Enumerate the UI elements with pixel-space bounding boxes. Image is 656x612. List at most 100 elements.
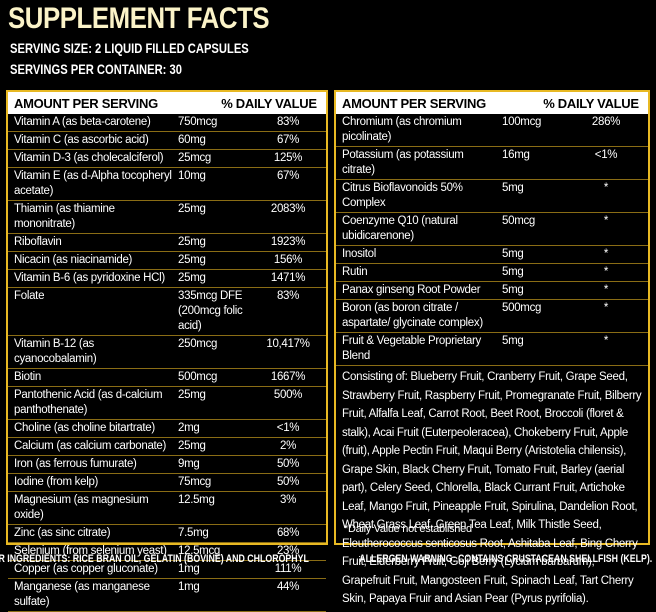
amount: 9mg — [178, 458, 200, 470]
amount: 5mg — [502, 248, 524, 260]
nutrient-name: Vitamin E (as d-Alpha tocopheryl acetate… — [14, 170, 172, 197]
nutrient-row: Inositol 5mg * — [336, 246, 648, 264]
amount: 7.5mg — [178, 527, 209, 539]
nutrient-name: Calcium (as calcium carbonate) — [14, 440, 167, 452]
amount: 335mcg DFE (200mcg folic acid) — [178, 290, 243, 332]
nutrient-row: Boron (as boron citrate / aspartate/ gly… — [336, 300, 648, 333]
daily-value: 156% — [273, 254, 303, 266]
nutrient-name: Chromium (as chromium picolinate) — [342, 116, 462, 143]
daily-value: * — [603, 182, 609, 194]
nutrient-row: Vitamin B-12 (as cyanocobalamin) 250mcg 10… — [8, 336, 326, 369]
nutrient-row: Thiamin (as thiamine mononitrate) 25mg 208… — [8, 201, 326, 234]
daily-value: * — [603, 248, 609, 260]
daily-value: 50% — [276, 476, 300, 488]
amount: 25mg — [178, 203, 206, 215]
nutrient-name: Nicacin (as niacinamide) — [14, 254, 133, 266]
nutrient-name: Zinc (as sinc citrate) — [14, 527, 111, 539]
nutrient-name: Magnesium (as magnesium oxide) — [14, 494, 149, 521]
nutrient-name: Coenzyme Q10 (natural ubidicarenone) — [342, 215, 458, 242]
daily-value: 2083% — [270, 203, 306, 215]
amount: 12.5mg — [178, 494, 215, 506]
daily-value: 1471% — [270, 272, 306, 284]
column-header: % DAILY VALUE — [543, 95, 639, 111]
amount: 60mg — [178, 134, 206, 146]
amount: 12.5mcg — [178, 545, 221, 557]
nutrient-row: Vitamin E (as d-Alpha tocopheryl acetate… — [8, 168, 326, 201]
nutrient-row: Biotin 500mcg 1667% — [8, 369, 326, 387]
amount: 25mg — [178, 254, 206, 266]
nutrient-row: Iodine (from kelp) 75mcg 50% — [8, 474, 326, 492]
right-table: AMOUNT PER SERVING % DAILY VALUE Chromium … — [334, 90, 650, 605]
nutrient-name: Vitamin D-3 (as cholecalciferol) — [14, 152, 164, 164]
amount: 1mg — [178, 581, 200, 593]
nutrient-row: Vitamin A (as beta-carotene) 750mcg 83% — [8, 114, 326, 132]
daily-value: 10,417% — [266, 338, 310, 350]
nutrient-name: Fruit & Vegetable Proprietary Blend — [342, 335, 481, 362]
nutrient-row: Folate 335mcg DFE (200mcg folic acid) 83% — [8, 288, 326, 336]
nutrient-row: Coenzyme Q10 (natural ubidicarenone) 50mc… — [336, 213, 648, 246]
nutrient-row: Choline (as choline bitartrate) 2mg <1% — [8, 420, 326, 438]
amount: 500mcg — [178, 371, 218, 383]
daily-value: 2% — [279, 440, 297, 452]
nutrient-row: Riboflavin 25mg 1923% — [8, 234, 326, 252]
nutrient-row: Fruit & Vegetable Proprietary Blend 5mg * — [336, 333, 648, 366]
column-header: AMOUNT PER SERVING — [342, 95, 486, 111]
daily-value: * — [603, 302, 609, 314]
daily-value: * — [603, 335, 609, 347]
amount: 75mcg — [178, 476, 212, 488]
nutrient-row: Manganese (as manganese sulfate) 1mg 44% — [8, 579, 326, 612]
amount: 25mcg — [178, 152, 212, 164]
daily-value: 23% — [276, 545, 300, 557]
nutrient-name: Vitamin B-12 (as cyanocobalamin) — [14, 338, 97, 365]
column-header: % DAILY VALUE — [221, 95, 317, 111]
daily-value: <1% — [276, 422, 300, 434]
nutrient-name: Vitamin C (as ascorbic acid) — [14, 134, 149, 146]
amount: 25mg — [178, 236, 206, 248]
nutrient-row: Vitamin C (as ascorbic acid) 60mg 67% — [8, 132, 326, 150]
amount: 5mg — [502, 266, 524, 278]
nutrient-name: Iodine (from kelp) — [14, 476, 99, 488]
daily-value: 1667% — [270, 371, 306, 383]
nutrient-name: Vitamin A (as beta-carotene) — [14, 116, 151, 128]
amount: 750mcg — [178, 116, 218, 128]
nutrient-row: Iron (as ferrous fumurate) 9mg 50% — [8, 456, 326, 474]
nutrient-name: Panax ginseng Root Powder — [342, 284, 481, 296]
title: SUPPLEMENT FACTS — [8, 2, 270, 35]
daily-value: 3% — [279, 494, 297, 506]
amount: 2mg — [178, 422, 200, 434]
other-ingredients: OTHER INGREDIENTS: RICE BRAN OIL, GELATI… — [0, 553, 309, 565]
left-table: AMOUNT PER SERVING % DAILY VALUE Vitamin A… — [6, 90, 328, 612]
blend-description: Consisting of: Blueberry Fruit, Cranberr… — [342, 371, 642, 605]
amount: 25mg — [178, 389, 206, 401]
nutrient-row: Magnesium (as magnesium oxide) 12.5mg 3% — [8, 492, 326, 525]
daily-value: 83% — [276, 116, 300, 128]
nutrient-row: Rutin 5mg * — [336, 264, 648, 282]
daily-value: 67% — [276, 134, 300, 146]
allergen-warning: ALLERGEN WARNING: CONTAINS CRUSTACEAN SH… — [359, 553, 652, 565]
daily-value: 67% — [276, 170, 300, 182]
amount: 5mg — [502, 284, 524, 296]
nutrient-name: Riboflavin — [14, 236, 62, 248]
nutrient-name: Iron (as ferrous fumurate) — [14, 458, 137, 470]
nutrient-name: Inositol — [342, 248, 377, 260]
servings-per-container: SERVINGS PER CONTAINER: 30 — [10, 61, 182, 77]
nutrient-name: Boron (as boron citrate / aspartate/ gly… — [342, 302, 483, 329]
nutrient-name: Vitamin B-6 (as pyridoxine HCl) — [14, 272, 165, 284]
table-header: AMOUNT PER SERVING % DAILY VALUE — [336, 92, 648, 114]
daily-value: 1923% — [270, 236, 306, 248]
nutrient-name: Rutin — [342, 266, 368, 278]
amount: 25mg — [178, 440, 206, 452]
daily-value: * — [603, 266, 609, 278]
nutrient-name: Folate — [14, 290, 45, 302]
nutrient-row: Nicacin (as niacinamide) 25mg 156% — [8, 252, 326, 270]
nutrient-row: Pantothenic Acid (as d-calcium panthothe… — [8, 387, 326, 420]
serving-size: SERVING SIZE: 2 LIQUID FILLED CAPSULES — [10, 40, 249, 56]
daily-value: * — [603, 215, 609, 227]
nutrient-row: Vitamin B-6 (as pyridoxine HCl) 25mg 1471% — [8, 270, 326, 288]
nutrient-name: Manganese (as manganese sulfate) — [14, 581, 150, 608]
amount: 5mg — [502, 335, 524, 347]
amount: 250mcg — [178, 338, 218, 350]
nutrient-name: Thiamin (as thiamine mononitrate) — [14, 203, 115, 230]
nutrient-name: Biotin — [14, 371, 41, 383]
